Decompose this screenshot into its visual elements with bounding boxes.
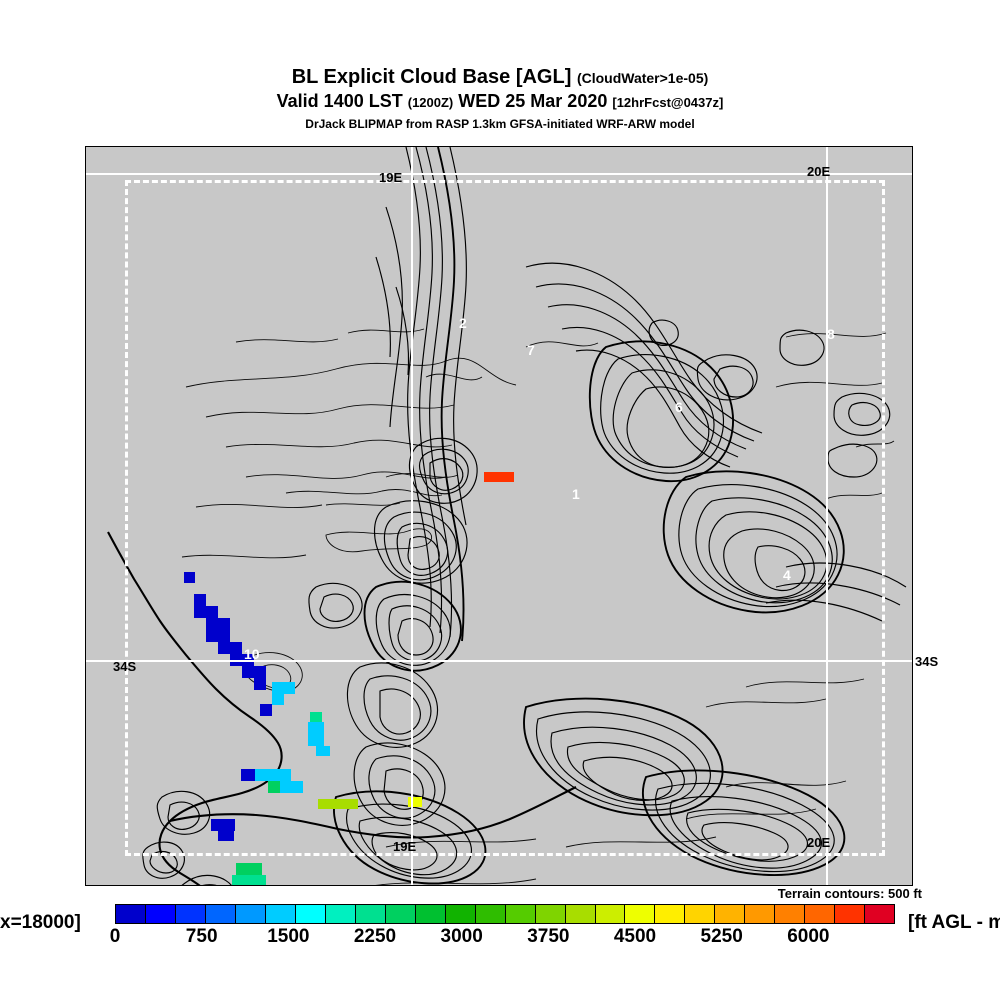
domain-boundary-box [125, 180, 885, 856]
valid-local-time: Valid 1400 LST [276, 91, 403, 111]
gridline-lon-20e [826, 147, 828, 885]
colorbar-left-label: x=18000] [0, 912, 81, 933]
title-block: BL Explicit Cloud Base [AGL] (CloudWater… [0, 66, 1000, 132]
colorbar-tick-0: 0 [109, 926, 121, 947]
colorbar-cell-16 [595, 905, 626, 923]
colorbar-tick-2250: 2250 [353, 926, 397, 947]
valid-utc-time: (1200Z) [407, 95, 454, 110]
colorbar-cell-24 [835, 905, 866, 923]
colorbar-cell-3 [205, 905, 236, 923]
colorbar-cell-12 [475, 905, 506, 923]
colorbar-tick-750: 750 [185, 926, 218, 947]
colorbar-cell-18 [655, 905, 686, 923]
colorbar[interactable]: 0 750 1500 2250 3000 3750 4500 5250 6000 [110, 904, 895, 947]
colorbar-cell-15 [565, 905, 596, 923]
gridline-lon-19e [411, 147, 413, 885]
map-point-label-6: 6 [675, 399, 683, 415]
map-point-label-8: 8 [827, 326, 835, 342]
colorbar-cell-14 [535, 905, 566, 923]
colorbar-cell-1 [145, 905, 176, 923]
colorbar-cell-17 [625, 905, 656, 923]
colorbar-cell-6 [295, 905, 326, 923]
colorbar-cell-22 [775, 905, 806, 923]
model-source-line: DrJack BLIPMAP from RASP 1.3km GFSA-init… [305, 117, 695, 131]
colorbar-cell-20 [715, 905, 746, 923]
grid-label-20e: 20E [807, 835, 831, 850]
colorbar-tick-1500: 1500 [267, 926, 310, 947]
colorbar-cell-19 [685, 905, 716, 923]
colorbar-tick-5250: 5250 [700, 926, 743, 947]
colorbar-cell-8 [355, 905, 386, 923]
map-point-label-1: 1 [572, 486, 580, 502]
colorbar-tick-6000: 6000 [787, 926, 830, 947]
grid-label-20e: 20E [807, 164, 831, 179]
valid-time-line: Valid 1400 LST (1200Z) WED 25 Mar 2020 [… [0, 90, 1000, 114]
valid-date: WED 25 Mar 2020 [458, 91, 608, 111]
colorbar-cell-0 [116, 905, 146, 923]
colorbar-cell-13 [505, 905, 536, 923]
colorbar-cell-4 [235, 905, 266, 923]
grid-label-19e: 19E [379, 170, 403, 185]
colorbar-cell-23 [805, 905, 836, 923]
colorbar-cell-5 [265, 905, 296, 923]
colorbar-gradient[interactable] [115, 904, 895, 924]
gridline-top [86, 173, 912, 175]
colorbar-cell-21 [745, 905, 776, 923]
map-panel[interactable]: 19E 20E 19E 20E 34S 2 7 8 6 1 4 10 [85, 146, 913, 886]
colorbar-cell-2 [175, 905, 206, 923]
map-point-label-7: 7 [527, 342, 535, 358]
grid-label-19e: 19E [393, 839, 417, 854]
title-qualifier: (CloudWater>1e-05) [576, 70, 709, 86]
forecast-tag: [12hrFcst@0437z] [612, 95, 724, 110]
colorbar-cell-7 [325, 905, 356, 923]
page-title: BL Explicit Cloud Base [AGL] (CloudWater… [0, 66, 1000, 89]
map-point-label-10: 10 [244, 646, 260, 662]
colorbar-tick-3750: 3750 [527, 926, 570, 947]
colorbar-cell-25 [865, 905, 895, 923]
colorbar-cell-11 [445, 905, 476, 923]
title-main: BL Explicit Cloud Base [AGL] [291, 66, 572, 88]
grid-label-34s: 34S [915, 654, 939, 669]
gridline-lat-34s [86, 660, 912, 662]
colorbar-cell-10 [415, 905, 446, 923]
terrain-contour-note: Terrain contours: 500 ft [777, 886, 922, 901]
colorbar-tick-4500: 4500 [613, 926, 657, 947]
map-point-label-4: 4 [783, 567, 791, 583]
colorbar-tick-3000: 3000 [440, 926, 483, 947]
colorbar-cell-9 [385, 905, 416, 923]
colorbar-tick-labels: 0 750 1500 2250 3000 3750 4500 5250 6000 [110, 926, 895, 952]
grid-label-34s: 34S [113, 659, 137, 674]
map-label-layer: 19E 20E 19E 20E 34S 2 7 8 6 1 4 10 [86, 147, 912, 885]
map-point-label-2: 2 [459, 315, 467, 331]
colorbar-right-label: [ft AGL - m [908, 912, 1000, 933]
